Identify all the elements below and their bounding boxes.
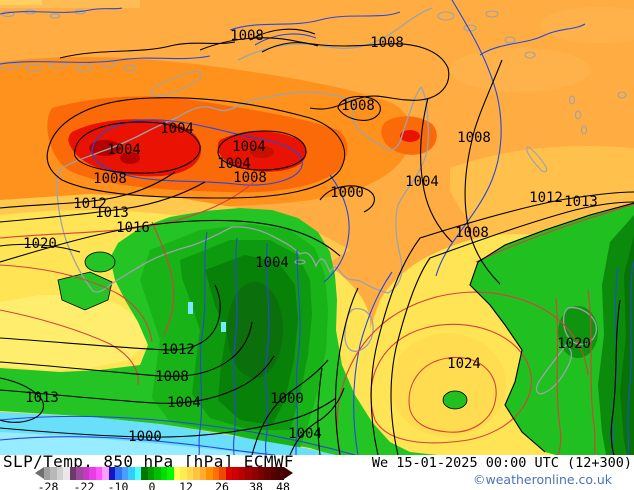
pressure-label: 1008 [233,170,267,186]
colorbar-segment [134,467,142,480]
colorbar-segment [206,467,213,480]
pressure-label: 1008 [155,369,189,385]
colorbar-tick-label: 48 [276,480,290,490]
temperature-colorbar [35,467,301,480]
colorbar-segment [56,467,64,480]
colorbar-segment [264,467,271,480]
colorbar-segment [225,467,233,480]
pressure-label: 1008 [455,225,489,241]
colorbar-segment [141,467,148,480]
colorbar-left-arrow [35,467,44,479]
weather-map: 1008 1008 1008 1004 1004 1004 1004 1008 1008 1008… [0,0,634,455]
colorbar-segment [154,467,161,480]
temp-field-layer [0,0,634,455]
colorbar-segment [251,467,258,480]
pressure-label: 1016 [116,220,150,236]
pressure-label: 1004 [107,142,141,158]
pressure-label: 1020 [557,336,591,352]
colorbar-segment [270,467,278,480]
colorbar-segment [128,467,135,480]
copyright-text: ©weatheronline.co.uk [473,472,612,487]
pressure-label: 1024 [447,356,481,372]
colorbar-segment [186,467,194,480]
pressure-label: 1004 [160,121,194,137]
new-zealand-south-island [535,344,573,395]
colorbar-tick-label: -28 [37,480,59,490]
colorbar-segment [199,467,207,480]
pressure-label: 1012 [73,196,107,212]
colorbar-tick-label: -10 [107,480,129,490]
colorbar-segment [180,467,187,480]
pressure-label: 1013 [25,390,59,406]
new-zealand-north-island [562,306,598,345]
map-title: SLP/Temp. 850 hPa [hPa] ECMWF [3,452,294,471]
colorbar-segment [232,467,239,480]
colorbar-segment [63,467,70,480]
temp-contours-blue [0,0,634,455]
colorbar-segment [108,467,116,480]
colorbar-tick-label: 12 [179,480,193,490]
pressure-label: 1004 [167,395,201,411]
pressure-label: 1008 [370,35,404,51]
colorbar-segment [193,467,200,480]
colorbar-segment [160,467,168,480]
colorbar-segment [173,467,181,480]
colorbar-tick-label: 38 [249,480,263,490]
colorbar-segment [44,467,51,480]
melanesia-islands [294,10,627,265]
isobar-layer [0,28,634,455]
colorbar-segment [76,467,83,480]
timor-coastline [150,70,202,97]
legend-footer: SLP/Temp. 850 hPa [hPa] ECMWF We 15-01-2… [0,452,634,490]
map-datetime: We 15-01-2025 00:00 UTC (12+300) [371,455,632,471]
pressure-label: 1000 [128,429,162,445]
colorbar-segment [167,467,174,480]
pressure-label: 1004 [232,139,266,155]
colorbar-segment [238,467,246,480]
pressure-label: 1008 [230,28,264,44]
colorbar-segment [102,467,109,480]
pressure-label: 1000 [330,185,364,201]
colorbar-tick-labels: -28 -22 -10 0 12 26 38 48 [35,480,315,490]
colorbar-segment [89,467,96,480]
colorbar-segment [212,467,220,480]
colorbar-segment [219,467,226,480]
colorbar-segment [147,467,155,480]
colorbar-segment [257,467,265,480]
colorbar-segment [115,467,122,480]
colorbar-segment [82,467,90,480]
colorbar-segment [95,467,103,480]
pressure-label: 1004 [217,156,251,172]
pressure-label: 1012 [161,342,195,358]
pressure-label: 1004 [288,426,322,442]
pressure-label: 1020 [23,236,57,252]
colorbar-tick-label: -22 [73,480,95,490]
colorbar-segment [245,467,252,480]
colorbar-segment [69,467,77,480]
pressure-label: 1004 [405,174,439,190]
pressure-label: 1008 [93,171,127,187]
new-guinea-coastline [237,7,433,61]
colorbar-tick-label: 26 [215,480,229,490]
colorbar-right-arrow [284,467,293,479]
pressure-label: 1004 [255,255,289,271]
pressure-label: 1012 [529,190,563,206]
colorbar-tick-label: 0 [148,480,156,490]
colorbar-segment [50,467,57,480]
pressure-label: 1000 [270,391,304,407]
colorbar-segment [121,467,129,480]
pressure-label: 1008 [457,130,491,146]
new-caledonia-coastline [526,146,548,173]
pressure-label: 1013 [95,205,129,221]
colorbar-segment [277,467,284,480]
pressure-label: 1008 [341,98,375,114]
colorbar-segments [44,467,284,480]
pressure-label: 1013 [564,194,598,210]
